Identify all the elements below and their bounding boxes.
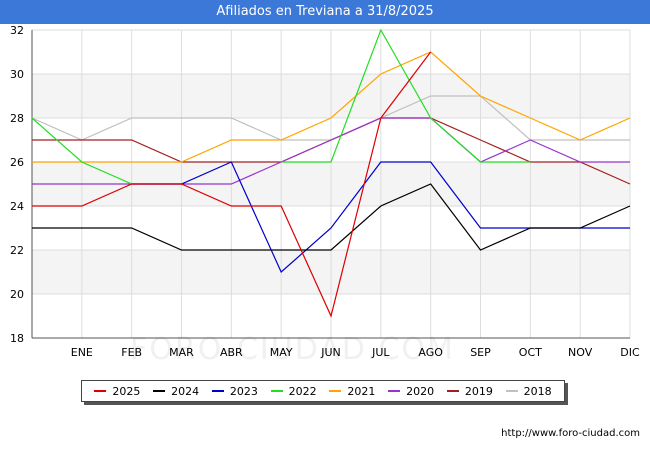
- series-line-2024: [32, 183, 631, 251]
- legend-item-2018: 2018: [505, 384, 552, 398]
- legend-label: 2025: [112, 384, 141, 398]
- legend-label: 2020: [406, 384, 435, 398]
- legend-item-2025: 2025: [94, 385, 140, 398]
- y-tick-label: 20: [10, 288, 24, 301]
- y-tick-label: 32: [10, 24, 24, 37]
- x-tick-label: DIC: [620, 346, 640, 359]
- x-tick-label: JUN: [320, 346, 341, 359]
- series-line-2022: [31, 117, 132, 185]
- legend-swatch: [505, 390, 518, 392]
- y-tick-label: 28: [10, 112, 24, 125]
- legend-item-2024: 2024: [153, 385, 199, 398]
- y-tick-label: 30: [10, 68, 24, 81]
- legend-label: 2018: [523, 384, 552, 398]
- legend-swatch: [153, 390, 166, 392]
- x-tick-label: ABR: [220, 346, 243, 359]
- legend-label: 2024: [171, 384, 200, 398]
- x-tick-label: NOV: [568, 346, 593, 359]
- x-tick-label: MAR: [169, 346, 194, 359]
- watermark-text: FORO-CIUDAD.COM: [130, 332, 455, 367]
- legend-item-2022: 2022: [270, 384, 317, 398]
- x-tick-label: SEP: [470, 346, 491, 359]
- legend-swatch: [94, 390, 107, 392]
- legend-swatch: [329, 390, 342, 392]
- legend-swatch: [270, 390, 283, 392]
- chart-title: Afiliados en Treviana a 31/8/2025: [0, 0, 650, 24]
- x-tick-label: OCT: [519, 346, 542, 359]
- legend-label: 2019: [464, 384, 493, 398]
- series-line-2022: [281, 28, 531, 163]
- x-tick-label: JUL: [371, 346, 390, 359]
- series-line-2025: [32, 51, 432, 318]
- legend-label: 2022: [288, 384, 317, 398]
- legend-item-2021: 2021: [329, 385, 375, 398]
- y-tick-label: 26: [10, 156, 24, 169]
- legend-item-2023: 2023: [211, 384, 258, 398]
- y-tick-label: 22: [10, 244, 24, 257]
- x-tick-label: MAY: [270, 346, 293, 359]
- legend-swatch: [388, 390, 401, 392]
- line-chart: 18 20 22 24 26 28 30 32 ENE FEB MAR ABR MAY JUN JUL AGO…: [10, 24, 640, 359]
- legend-swatch: [211, 390, 224, 392]
- legend-swatch: [446, 390, 459, 392]
- chart-legend: 2025 2024 2023 2022 2021 2020 2019 2018: [81, 380, 565, 402]
- series-line-2021: [32, 51, 631, 163]
- y-tick-label: 24: [10, 200, 24, 213]
- x-tick-label: AGO: [418, 346, 443, 359]
- x-tick-label: ENE: [71, 346, 93, 359]
- legend-item-2020: 2020: [388, 385, 434, 398]
- legend-label: 2021: [347, 384, 376, 398]
- legend-item-2019: 2019: [446, 384, 493, 398]
- source-url: http://www.foro-ciudad.com: [501, 428, 640, 439]
- x-tick-label: FEB: [121, 346, 142, 359]
- y-tick-label: 18: [10, 332, 24, 345]
- legend-label: 2023: [229, 384, 258, 398]
